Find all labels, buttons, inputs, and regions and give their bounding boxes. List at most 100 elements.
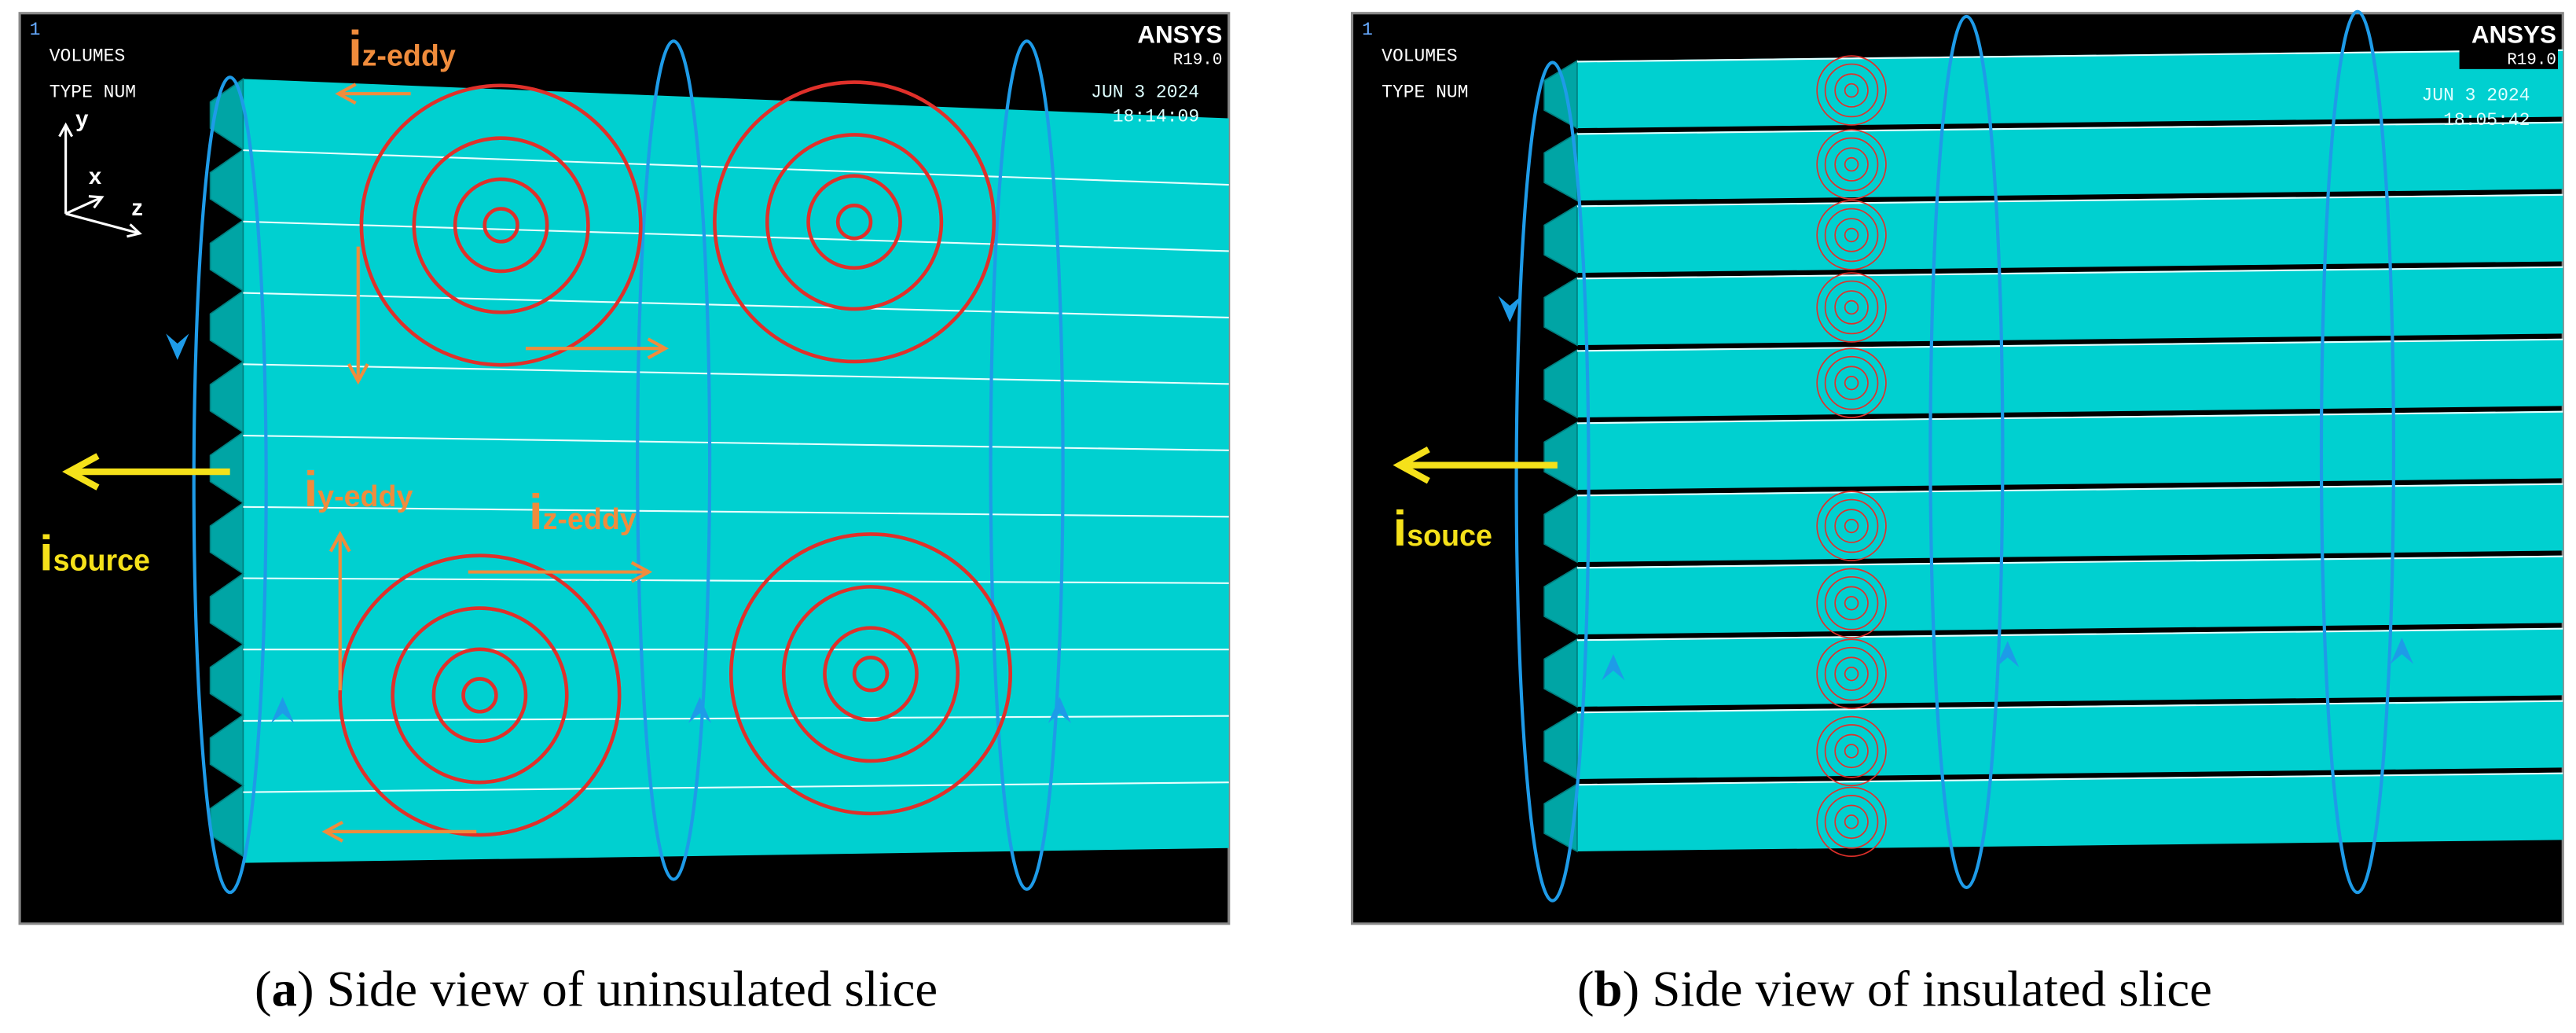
eddy-ring xyxy=(852,655,890,693)
eddy-ring xyxy=(1834,290,1869,325)
version: R19.0 xyxy=(1173,52,1223,70)
eddy-ring xyxy=(713,80,996,364)
arrow-head xyxy=(347,363,369,385)
lane-edge xyxy=(1576,338,2563,352)
eddy-ring xyxy=(1816,715,1887,787)
lane-end xyxy=(1543,276,1578,347)
current-arrowhead xyxy=(1602,654,1625,681)
conductor-lane xyxy=(1576,338,2563,418)
caption-text: ) Side view of insulated slice xyxy=(1623,961,2212,1017)
eddy-ring xyxy=(835,204,873,241)
eddy-ring xyxy=(359,83,643,367)
eddy-ring xyxy=(1844,744,1859,759)
arrow-shaft xyxy=(65,212,141,235)
eddy-ring xyxy=(1844,227,1859,243)
eddy-ring xyxy=(729,532,1012,816)
axis-x: x xyxy=(89,164,102,189)
eddy-ring xyxy=(1824,724,1879,778)
current-loop xyxy=(1928,14,2005,890)
eddy-ring xyxy=(1816,347,1887,418)
eddy-ring xyxy=(1844,300,1859,315)
arrow-head xyxy=(1393,446,1430,484)
current-loop xyxy=(636,39,712,881)
current-loop xyxy=(2319,9,2396,895)
brand-box xyxy=(2459,20,2559,69)
annotation: isource xyxy=(39,526,150,581)
annotation: iz-eddy xyxy=(348,22,456,77)
eddy-ring xyxy=(1844,596,1859,611)
eddy-ring xyxy=(1844,83,1859,98)
eddy-ring xyxy=(1816,491,1887,561)
annotation-main: i xyxy=(304,462,317,517)
panel-a xyxy=(18,12,1231,925)
annotation-sub: z-eddy xyxy=(543,502,637,535)
layer-line xyxy=(243,505,1229,518)
viewport-number: 1 xyxy=(30,20,41,40)
eddy-ring xyxy=(1844,375,1859,391)
eddy-ring xyxy=(1816,55,1887,126)
eddy-ring xyxy=(1816,638,1887,709)
arrow-head xyxy=(647,337,670,360)
current-loop xyxy=(192,75,268,895)
conductor-lane xyxy=(1576,49,2563,129)
eddy-ring xyxy=(483,207,519,244)
volumes-label: VOLUMES xyxy=(50,46,126,66)
eddy-ring xyxy=(1824,355,1879,410)
caption-open: ( xyxy=(1577,961,1594,1017)
lane-end xyxy=(1543,204,1578,274)
eddy-ring xyxy=(823,626,919,722)
lane-end xyxy=(1543,710,1578,781)
conductor-lane xyxy=(1576,627,2563,707)
current-arrowhead xyxy=(166,333,189,360)
eddy-ring xyxy=(1824,575,1879,630)
eddy-ring xyxy=(431,647,528,744)
panel-b xyxy=(1350,9,2564,925)
eddy-ring xyxy=(1824,208,1879,263)
eddy-ring xyxy=(1816,200,1887,270)
annotation: iz-eddy xyxy=(529,485,637,540)
eddy-ring xyxy=(765,133,944,311)
eddy-ring xyxy=(1824,280,1879,335)
lane-edge xyxy=(1576,49,2563,63)
lane-edge xyxy=(1576,410,2563,425)
brand: ANSYS xyxy=(1137,20,1222,48)
eddy-ring xyxy=(1844,666,1859,682)
current-arrowhead xyxy=(270,697,295,723)
type-num-label: TYPE NUM xyxy=(1382,82,1468,102)
arrow-head xyxy=(630,561,653,583)
annotation-main: i xyxy=(348,22,361,77)
caption: (b) Side view of insulated slice xyxy=(1577,961,2212,1017)
eddy-ring xyxy=(1834,366,1869,400)
lane-end xyxy=(1543,348,1578,419)
eddy-ring xyxy=(1816,786,1887,858)
layer-line xyxy=(243,363,1229,385)
volumes-label: VOLUMES xyxy=(1382,46,1458,66)
current-arrowhead xyxy=(1996,641,2020,667)
layer-line xyxy=(243,434,1229,451)
eddy-ring xyxy=(1816,129,1887,200)
eddy-ring xyxy=(1844,814,1859,829)
eddy-ring xyxy=(1834,586,1869,621)
arrow-head xyxy=(88,195,105,209)
eddy-ring xyxy=(1824,795,1879,849)
lane-edge xyxy=(1576,193,2563,208)
layer-line xyxy=(243,781,1229,793)
conductor-lane xyxy=(1576,266,2563,346)
eddy-ring xyxy=(391,606,569,785)
time: 18:14:09 xyxy=(1113,107,1199,127)
eddy-ring xyxy=(412,136,590,314)
current-loop xyxy=(1514,61,1591,902)
version: R19.0 xyxy=(2507,52,2556,70)
current-loop xyxy=(989,39,1065,891)
viewport-number: 1 xyxy=(1362,20,1373,40)
conductor-lane xyxy=(1576,410,2563,491)
layer-line xyxy=(243,220,1229,252)
eddy-ring xyxy=(781,585,960,763)
eddy-ring xyxy=(461,677,498,714)
eddy-ring xyxy=(1834,804,1869,840)
eddy-ring xyxy=(806,174,902,270)
eddy-ring xyxy=(453,177,549,274)
date: JUN 3 2024 xyxy=(1091,82,1199,102)
